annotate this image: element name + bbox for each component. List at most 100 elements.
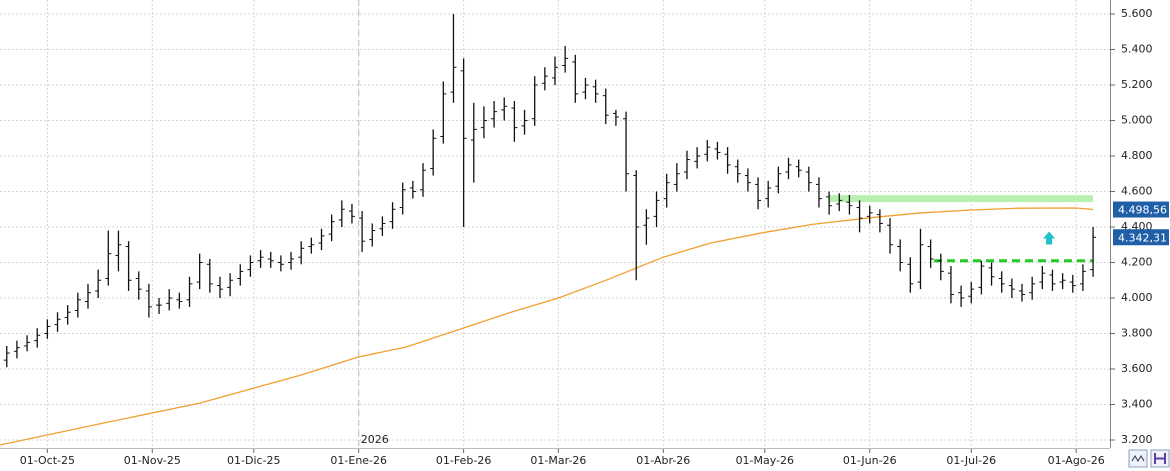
toolbar bbox=[1128, 449, 1170, 468]
wave-icon bbox=[1131, 455, 1145, 462]
ohlc-bar bbox=[125, 241, 132, 291]
y-tick-label: 3.400 bbox=[1121, 398, 1153, 411]
y-axis: 3.2003.4003.6003.8004.0004.2004.4004.600… bbox=[1110, 7, 1169, 446]
ohlc-bar bbox=[521, 109, 528, 135]
ohlc-bar bbox=[95, 269, 102, 299]
y-tick-label: 5.200 bbox=[1121, 78, 1153, 91]
wave-button[interactable] bbox=[1128, 449, 1148, 468]
ohlc-bar bbox=[907, 257, 914, 293]
ohlc-bar bbox=[734, 159, 741, 183]
ohlc-bar bbox=[582, 77, 589, 100]
x-tick-label: 01-Mar-26 bbox=[530, 454, 586, 467]
ohlc-bar bbox=[876, 209, 883, 233]
ohlc-bar bbox=[288, 251, 295, 270]
ohlc-bar bbox=[54, 312, 61, 332]
ohlc-bar bbox=[998, 271, 1005, 293]
ohlc-bar bbox=[328, 214, 335, 242]
ohlc-bar bbox=[257, 250, 264, 268]
ohlc-bar bbox=[541, 67, 548, 91]
ohlc-bar bbox=[663, 173, 670, 208]
ohlc-bar bbox=[673, 163, 680, 192]
x-tick-label: 01-Ene-26 bbox=[330, 454, 387, 467]
ohlc-bar bbox=[704, 140, 711, 162]
ohlc-bar bbox=[1059, 273, 1066, 290]
ohlc-bar bbox=[277, 255, 284, 272]
ohlc-bar bbox=[633, 170, 640, 281]
ohlc-bar bbox=[836, 193, 843, 212]
ohlc-bar bbox=[785, 157, 792, 180]
y-tick-label: 5.400 bbox=[1121, 43, 1153, 56]
ma-last-box bbox=[1113, 201, 1169, 218]
ohlc-bar bbox=[653, 191, 660, 228]
ohlc-bar bbox=[562, 45, 569, 73]
ohlc-bar bbox=[105, 230, 112, 286]
ohlc-bar bbox=[765, 180, 772, 208]
ohlc-bar bbox=[552, 56, 558, 86]
ohlc-bar bbox=[927, 239, 934, 268]
ohlc-bar bbox=[531, 76, 538, 126]
ohlc-bar bbox=[460, 58, 467, 228]
ohlc-bar bbox=[420, 163, 427, 197]
close-last-box bbox=[1113, 229, 1169, 246]
ohlc-bar bbox=[501, 97, 508, 121]
ohlc-bar bbox=[64, 305, 71, 325]
ohlc-bar bbox=[968, 282, 975, 304]
ohlc-bar bbox=[1029, 276, 1036, 300]
y-tick-label: 3.200 bbox=[1121, 433, 1153, 446]
ohlc-bar bbox=[267, 251, 274, 268]
ohlc-bar bbox=[988, 262, 995, 286]
ohlc-bar bbox=[1049, 269, 1056, 291]
y-tick-label: 3.600 bbox=[1121, 362, 1153, 375]
ohlc-bar bbox=[34, 328, 41, 348]
ohlc-bar bbox=[612, 109, 619, 126]
ohlc-bar bbox=[13, 340, 20, 359]
ohlc-bar bbox=[846, 195, 853, 215]
ohlc-bar bbox=[856, 200, 863, 233]
ohlc-bar bbox=[623, 111, 630, 192]
ohlc-bar bbox=[643, 209, 650, 245]
ohlc-bar bbox=[592, 79, 599, 103]
ohlc-bar bbox=[724, 147, 731, 174]
ohlc-bar bbox=[369, 223, 376, 247]
ohlc-bar bbox=[897, 239, 904, 272]
ohlc-bar bbox=[978, 260, 985, 295]
year-label: 2026 bbox=[361, 433, 389, 446]
x-tick-label: 01-Jul-26 bbox=[946, 454, 996, 467]
ohlc-bar bbox=[887, 218, 894, 254]
ohlc-bar bbox=[1069, 274, 1076, 293]
ohlc-bar bbox=[338, 200, 345, 228]
y-tick-label: 5.000 bbox=[1121, 114, 1153, 127]
ohlc-bar bbox=[135, 271, 142, 300]
ohlc-bar bbox=[683, 150, 690, 180]
ohlc-bar bbox=[714, 141, 721, 160]
ohlc-bar bbox=[399, 182, 406, 215]
ohlc-bar bbox=[237, 264, 244, 286]
y-tick-label: 3.800 bbox=[1121, 327, 1153, 340]
ma-last-label: 4.498,56 bbox=[1118, 204, 1167, 217]
ohlc-bar bbox=[84, 283, 91, 309]
ohlc-bar bbox=[298, 241, 305, 265]
ohlc-bar bbox=[1008, 278, 1015, 299]
x-tick-label: 01-Abr-26 bbox=[636, 454, 690, 467]
ohlc-bar bbox=[379, 216, 386, 236]
ohlc-bar bbox=[409, 180, 416, 199]
ohlc-bar bbox=[866, 205, 873, 224]
ohlc-bar bbox=[348, 203, 355, 224]
ohlc-bar bbox=[145, 283, 152, 318]
ohlc-bar bbox=[247, 255, 254, 277]
ohlc-bar bbox=[491, 100, 498, 128]
ohlc-bar bbox=[917, 228, 924, 290]
ohlc-bar bbox=[440, 81, 447, 144]
ohlc-bar bbox=[1090, 227, 1097, 277]
ohlc-bar bbox=[480, 106, 487, 139]
ohlc-bar bbox=[359, 211, 366, 252]
ohlc-bar bbox=[572, 54, 579, 103]
x-tick-label: 01-May-26 bbox=[736, 454, 794, 467]
ohlc-bar bbox=[470, 102, 477, 183]
ohlc-bar bbox=[430, 129, 437, 176]
ohlc-bar bbox=[156, 298, 163, 314]
ohlc-bar bbox=[826, 191, 833, 215]
y-tick-label: 4.000 bbox=[1121, 291, 1153, 304]
ohlc-bar bbox=[74, 292, 81, 318]
ohlc-bar bbox=[1019, 283, 1026, 302]
